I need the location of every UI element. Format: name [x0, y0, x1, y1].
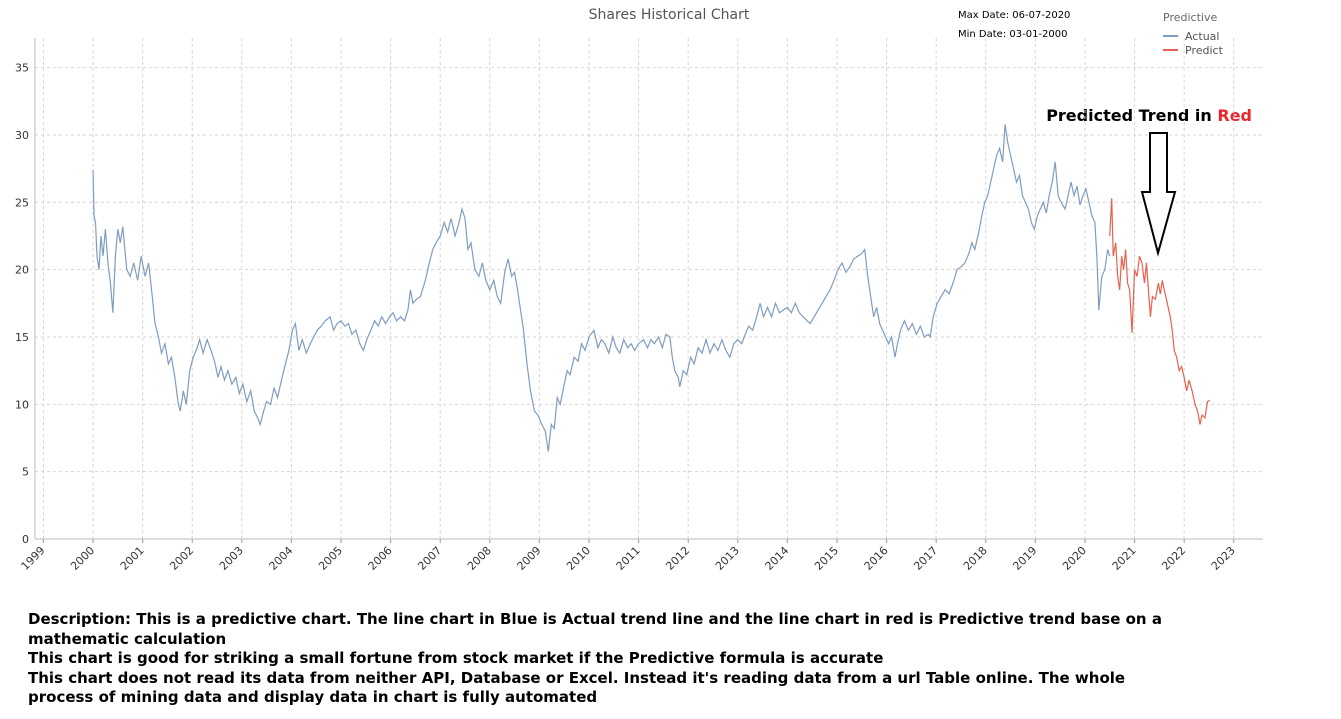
- y-tick-label: 20: [15, 264, 29, 277]
- x-tick-label: 2005: [316, 544, 345, 573]
- description-line: Description: This is a predictive chart.…: [28, 610, 1162, 648]
- chart-title: Shares Historical Chart: [589, 7, 750, 23]
- x-tick-label: 2015: [812, 544, 841, 573]
- x-tick-label: 2014: [763, 544, 792, 573]
- y-tick-label: 5: [22, 466, 29, 479]
- x-tick-label: 1999: [19, 544, 48, 573]
- description-line: This chart is good for striking a small …: [28, 649, 884, 667]
- arrow: [1140, 132, 1177, 257]
- x-tick-label: 2009: [515, 544, 544, 573]
- max-date: Max Date: 06-07-2020: [958, 10, 1070, 21]
- y-tick-label: 25: [15, 196, 29, 209]
- legend-title: Predictive: [1163, 11, 1217, 24]
- x-tick-label: 2021: [1110, 544, 1139, 573]
- x-tick-label: 2012: [663, 544, 692, 573]
- y-tick-label: 0: [22, 533, 29, 546]
- x-tick-label: 2023: [1209, 544, 1238, 573]
- x-tick-label: 2019: [1010, 544, 1039, 573]
- x-tick-label: 2000: [68, 544, 97, 573]
- x-tick-label: 2008: [465, 544, 494, 573]
- x-tick-label: 2016: [862, 544, 891, 573]
- x-tick-label: 2011: [614, 544, 643, 573]
- x-tick-label: 2018: [961, 544, 990, 573]
- description: Description: This is a predictive chart.…: [28, 610, 1188, 708]
- x-tick-label: 2006: [366, 544, 395, 573]
- y-tick-label: 15: [15, 331, 29, 344]
- x-tick-label: 2003: [217, 544, 246, 573]
- series-line: [92, 124, 1111, 452]
- legend-label: Actual: [1185, 30, 1219, 43]
- annotation: Predicted Trend in Red: [1046, 106, 1252, 125]
- y-tick-label: 10: [15, 398, 29, 411]
- annotation-text: Predicted Trend in: [1046, 106, 1212, 125]
- series-line: [1109, 198, 1211, 425]
- x-tick-label: 2001: [118, 544, 147, 573]
- annotation-highlight: Red: [1217, 106, 1252, 125]
- x-tick-label: 2004: [267, 544, 296, 573]
- x-tick-label: 2010: [564, 544, 593, 573]
- chart: Shares Historical Chart Max Date: 06-07-…: [15, 7, 1263, 573]
- legend-label: Predict: [1185, 44, 1224, 57]
- x-tick-label: 2002: [167, 544, 196, 573]
- y-tick-label: 35: [15, 62, 29, 75]
- description-line: This chart does not read its data from n…: [28, 668, 1126, 707]
- x-tick-label: 2007: [415, 544, 444, 573]
- x-tick-label: 2017: [911, 544, 940, 573]
- y-tick-label: 30: [15, 129, 29, 142]
- x-tick-label: 2020: [1060, 544, 1089, 573]
- min-date: Min Date: 03-01-2000: [958, 29, 1068, 40]
- x-tick-label: 2013: [713, 544, 742, 573]
- x-tick-label: 2022: [1159, 544, 1188, 573]
